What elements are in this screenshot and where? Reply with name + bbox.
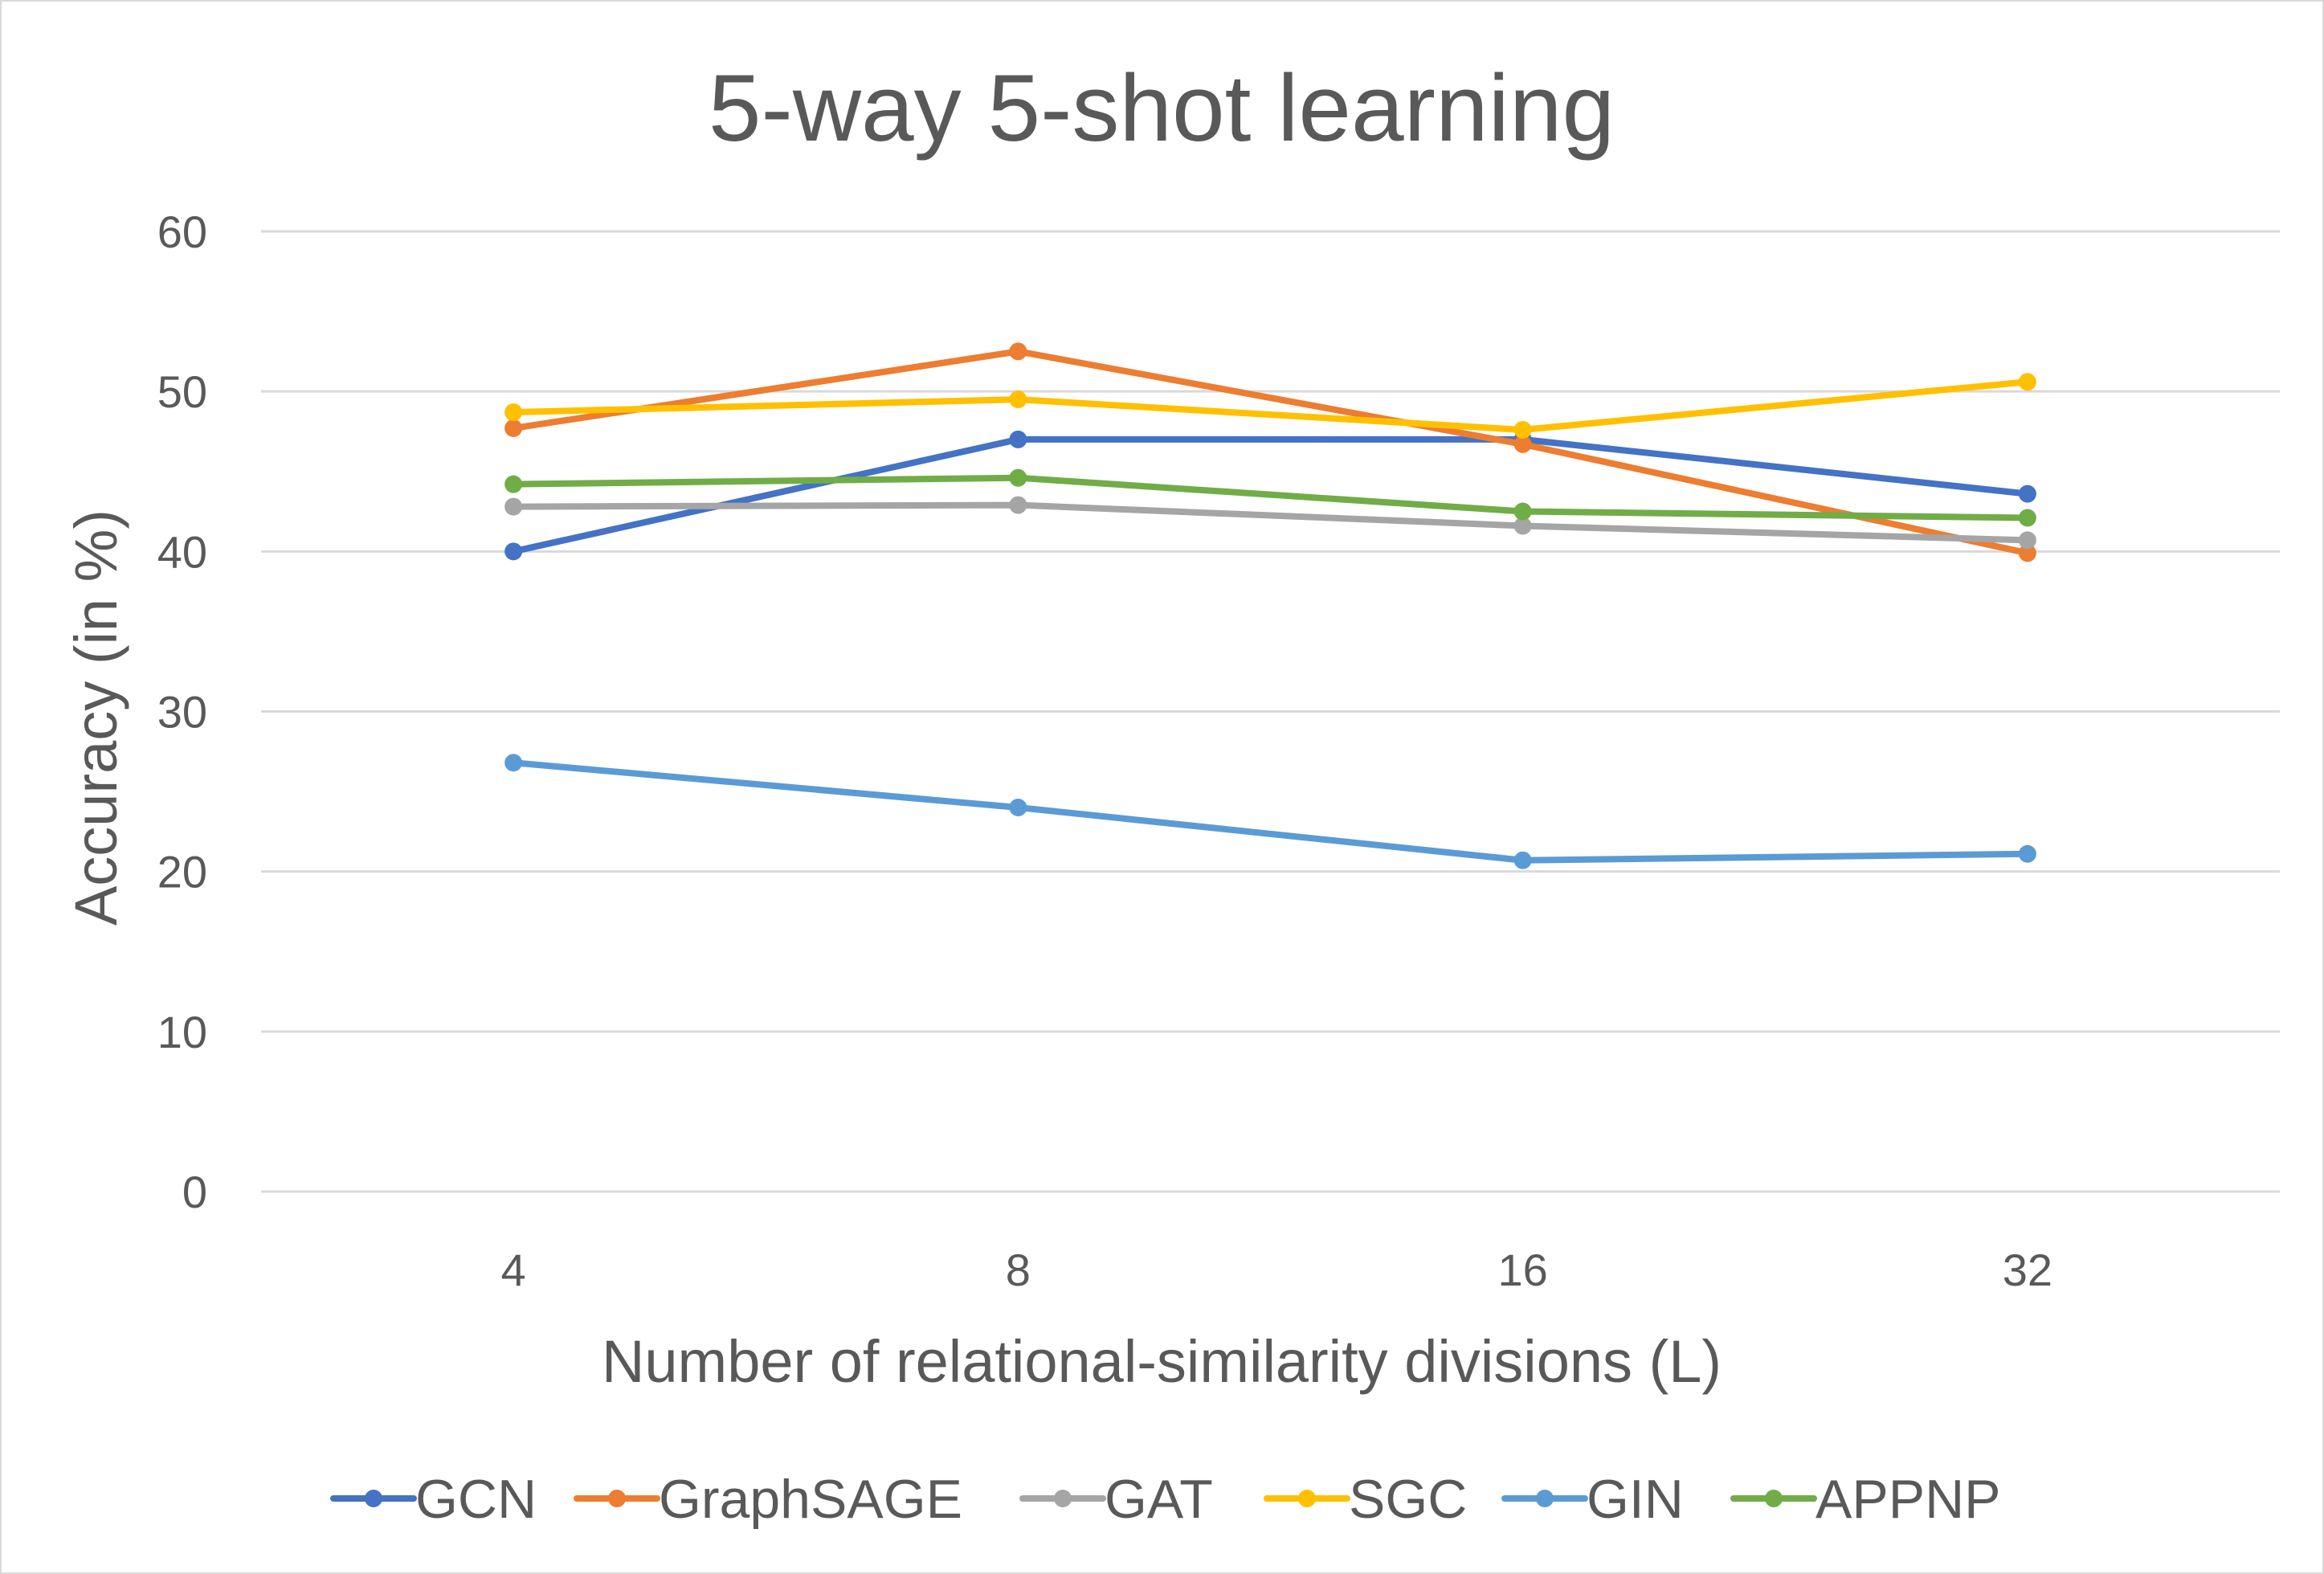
legend-label: GraphSAGE: [659, 1469, 962, 1530]
x-axis-label: Number of relational-similarity division…: [602, 1328, 1722, 1395]
y-tick-label: 10: [157, 1007, 207, 1057]
legend-label: GCN: [415, 1469, 537, 1530]
x-tick-label: 4: [501, 1245, 526, 1295]
line-chart: 5-way 5-shot learning 0 10 20 30 40 50 60 4 8 16…: [0, 0, 2324, 1574]
data-point: [2019, 373, 2036, 390]
legend-marker: [1298, 1490, 1316, 1507]
y-axis-label: Accuracy (in %): [63, 509, 129, 926]
data-point: [504, 754, 522, 771]
data-point: [1514, 421, 1532, 439]
y-tick-label: 30: [157, 687, 207, 738]
y-tick-label: 60: [157, 206, 207, 257]
chart: 5-way 5-shot learning 0 10 20 30 40 50 60 4 8 16…: [0, 0, 2324, 1574]
data-point: [504, 419, 522, 437]
data-point: [1009, 431, 1027, 448]
legend-label: GAT: [1105, 1469, 1213, 1530]
data-point: [1009, 342, 1027, 360]
data-point: [1514, 852, 1532, 869]
legend-marker: [1765, 1490, 1783, 1507]
data-point: [1009, 497, 1027, 514]
x-tick-label: 16: [1497, 1245, 1547, 1295]
data-point: [2019, 485, 2036, 503]
legend-label: SGC: [1349, 1469, 1467, 1530]
data-point: [2019, 509, 2036, 527]
y-tick-label: 0: [182, 1167, 207, 1217]
data-point: [504, 542, 522, 560]
legend-label: GIN: [1587, 1469, 1684, 1530]
data-point: [1009, 799, 1027, 816]
chart-title: 5-way 5-shot learning: [709, 55, 1615, 161]
y-tick-label: 50: [157, 366, 207, 417]
data-point: [504, 498, 522, 516]
legend-marker: [1536, 1490, 1554, 1507]
legend-marker: [1054, 1490, 1072, 1507]
data-point: [1514, 503, 1532, 521]
data-point: [504, 476, 522, 493]
legend-label: APPNP: [1815, 1469, 2001, 1530]
y-tick-label: 20: [157, 847, 207, 897]
data-point: [1009, 469, 1027, 487]
legend-marker: [608, 1490, 626, 1507]
y-tick-label: 40: [157, 526, 207, 577]
data-point: [1009, 390, 1027, 408]
legend-marker: [365, 1490, 382, 1507]
x-tick-label: 8: [1006, 1245, 1031, 1295]
data-point: [2019, 845, 2036, 863]
x-tick-label: 32: [2003, 1245, 2052, 1295]
data-point: [2019, 531, 2036, 549]
data-point: [504, 403, 522, 421]
